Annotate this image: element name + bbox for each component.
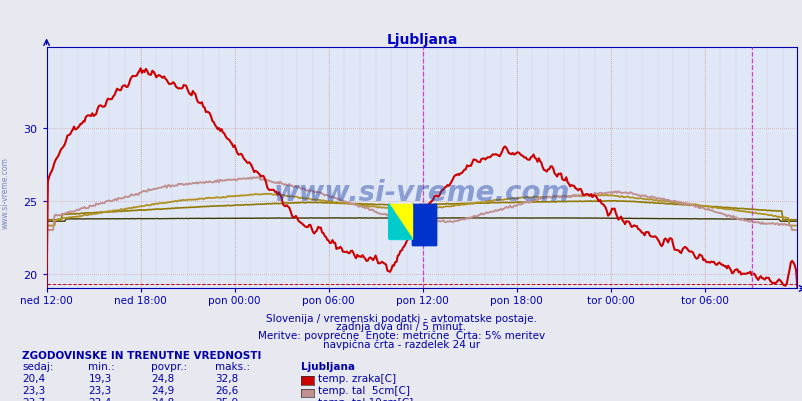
- Text: Meritve: povprečne  Enote: metrične  Črta: 5% meritev: Meritve: povprečne Enote: metrične Črta:…: [257, 328, 545, 340]
- Polygon shape: [388, 204, 411, 239]
- Text: 25,9: 25,9: [215, 397, 238, 401]
- Text: 32,8: 32,8: [215, 373, 238, 383]
- Text: temp. tal 10cm[C]: temp. tal 10cm[C]: [318, 397, 413, 401]
- Text: 23,3: 23,3: [88, 385, 111, 395]
- Text: ZGODOVINSKE IN TRENUTNE VREDNOSTI: ZGODOVINSKE IN TRENUTNE VREDNOSTI: [22, 350, 261, 360]
- Text: povpr.:: povpr.:: [151, 361, 187, 371]
- Text: www.si-vreme.com: www.si-vreme.com: [1, 157, 10, 228]
- Text: 24,9: 24,9: [151, 385, 174, 395]
- Text: Slovenija / vremenski podatki - avtomatske postaje.: Slovenija / vremenski podatki - avtomats…: [265, 313, 537, 323]
- Text: temp. tal  5cm[C]: temp. tal 5cm[C]: [318, 385, 410, 395]
- Text: 23,7: 23,7: [22, 397, 46, 401]
- Text: 24,8: 24,8: [151, 373, 174, 383]
- Text: 23,4: 23,4: [88, 397, 111, 401]
- Bar: [388, 204, 411, 227]
- Text: www.si-vreme.com: www.si-vreme.com: [273, 178, 569, 207]
- Text: sedaj:: sedaj:: [22, 361, 54, 371]
- Text: temp. zraka[C]: temp. zraka[C]: [318, 373, 395, 383]
- Text: 23,3: 23,3: [22, 385, 46, 395]
- Bar: [411, 204, 435, 245]
- Text: Ljubljana: Ljubljana: [301, 361, 354, 371]
- Text: maks.:: maks.:: [215, 361, 250, 371]
- Polygon shape: [411, 204, 435, 245]
- Text: navpična črta - razdelek 24 ur: navpična črta - razdelek 24 ur: [322, 339, 480, 349]
- Text: 26,6: 26,6: [215, 385, 238, 395]
- Text: 24,8: 24,8: [151, 397, 174, 401]
- Text: zadnja dva dni / 5 minut.: zadnja dva dni / 5 minut.: [336, 322, 466, 332]
- Polygon shape: [388, 204, 411, 239]
- Text: 19,3: 19,3: [88, 373, 111, 383]
- Bar: [388, 227, 411, 239]
- Title: Ljubljana: Ljubljana: [386, 33, 457, 47]
- Text: min.:: min.:: [88, 361, 115, 371]
- Text: 20,4: 20,4: [22, 373, 46, 383]
